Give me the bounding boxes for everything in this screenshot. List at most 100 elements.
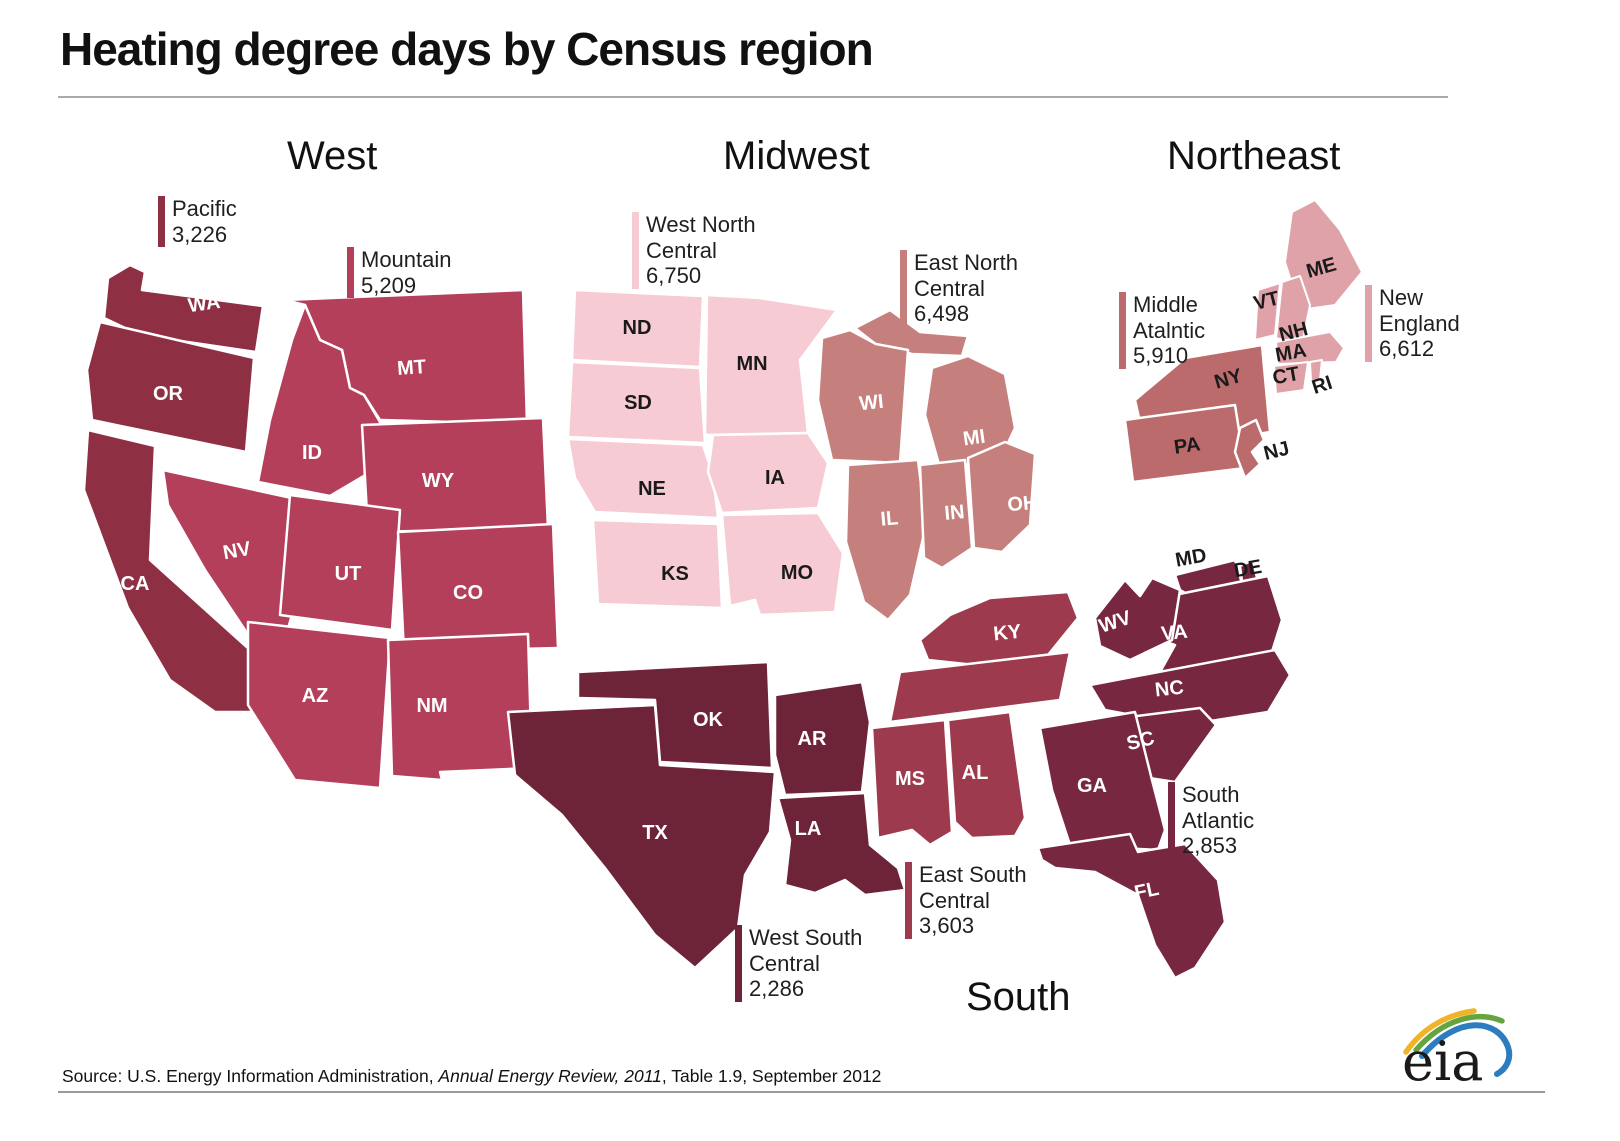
state-label-ID: ID [302, 442, 322, 464]
state-AL [946, 710, 1027, 840]
state-VT [1254, 282, 1281, 341]
callout-bar-east-south-central [905, 862, 912, 939]
state-IL [844, 458, 928, 622]
state-label-AZ: AZ [302, 685, 329, 707]
state-label-KS: KS [661, 563, 689, 585]
state-label-MI: MI [962, 426, 987, 451]
division-name: New England [1379, 285, 1460, 336]
state-RI [1309, 359, 1323, 382]
state-label-AR: AR [798, 728, 827, 750]
state-NC [1088, 648, 1292, 727]
division-value: 6,612 [1379, 336, 1435, 362]
region-header-south: South [966, 975, 1071, 1019]
callout-bar-mountain [347, 247, 354, 299]
state-labels: WA OR CA MT ID WY NV UT CO AZ NM ND SD N… [121, 254, 1339, 905]
state-label-SD: SD [624, 392, 652, 414]
division-value: 2,286 [749, 976, 805, 1002]
state-label-UT: UT [335, 563, 362, 585]
state-NM [386, 632, 534, 782]
state-label-VA: VA [1160, 621, 1188, 646]
state-label-WI: WI [858, 391, 885, 415]
callout-bar-west-south-central [735, 925, 742, 1002]
state-label-CA: CA [121, 573, 150, 595]
division-value: 5,209 [361, 272, 417, 298]
callout-new-england: New England 6,612 [1365, 285, 1474, 362]
division-name: Middle Atalntic [1133, 292, 1206, 343]
state-label-IN: IN [944, 501, 966, 525]
region-header-west: West [287, 134, 378, 178]
division-value: 2,853 [1182, 833, 1238, 859]
state-label-IA: IA [765, 467, 785, 489]
callout-mountain: Mountain 5,209 [347, 247, 452, 299]
callout-bar-middle-atlantic [1119, 292, 1126, 369]
division-name: East North Central [914, 250, 1018, 301]
source-prefix: Source: U.S. Energy Information Administ… [62, 1066, 439, 1086]
state-OH [966, 440, 1037, 554]
footer-divider [58, 1091, 1545, 1093]
eia-logo: eia [1402, 1008, 1513, 1092]
state-label-KY: KY [992, 621, 1023, 646]
callout-bar-west-north-central [632, 212, 639, 289]
state-label-WA: WA [187, 291, 222, 317]
state-label-MN: MN [736, 353, 767, 375]
division-west-north-central [566, 288, 845, 617]
division-pacific [82, 263, 272, 714]
state-label-IL: IL [880, 507, 900, 530]
callout-west-south-central: West South Central 2,286 [735, 925, 874, 1002]
state-label-LA: LA [795, 818, 822, 840]
state-LA [776, 791, 907, 897]
state-label-OR: OR [153, 383, 184, 405]
region-header-northeast: Northeast [1167, 134, 1341, 178]
callout-west-north-central: West North Central 6,750 [632, 212, 771, 289]
division-value: 3,603 [919, 913, 975, 939]
division-name: West North Central [646, 212, 756, 263]
state-label-MD: MD [1174, 545, 1208, 572]
division-name: West South Central [749, 925, 863, 976]
division-name: East South Central [919, 862, 1027, 913]
state-WV [1093, 576, 1182, 662]
state-label-NC: NC [1154, 677, 1185, 702]
state-MA [1275, 331, 1345, 365]
state-OR [85, 320, 256, 454]
state-label-FL: FL [1133, 878, 1161, 905]
division-middle-atlantic [1123, 343, 1272, 484]
state-AZ [246, 620, 392, 790]
state-NE [566, 437, 720, 520]
state-label-PA: PA [1173, 433, 1202, 458]
state-label-CT: CT [1271, 363, 1301, 389]
state-label-NM: NM [416, 695, 447, 717]
division-value: 5,910 [1133, 343, 1189, 369]
state-CA [82, 428, 272, 714]
callout-south-atlantic: South Atlantic 2,853 [1168, 782, 1272, 859]
division-name: Pacific [172, 196, 237, 221]
state-label-NE: NE [638, 478, 666, 500]
source-publication: Annual Energy Review, 2011 [438, 1066, 662, 1086]
division-value: 6,750 [646, 263, 702, 289]
region-header-midwest: Midwest [723, 134, 870, 178]
source-text: Source: U.S. Energy Information Administ… [62, 1066, 881, 1087]
division-mountain [161, 288, 560, 790]
division-value: 3,226 [172, 221, 228, 247]
state-label-RI: RI [1309, 372, 1335, 399]
callout-east-north-central: East North Central 6,498 [900, 250, 1034, 327]
state-NJ [1233, 418, 1266, 480]
callout-middle-atlantic: Middle Atalntic 5,910 [1119, 292, 1228, 369]
state-IA [706, 431, 830, 515]
title-divider [58, 96, 1448, 98]
division-east-south-central [870, 590, 1080, 847]
division-new-england [1254, 199, 1363, 395]
state-label-CO: CO [453, 582, 483, 604]
state-WA [102, 263, 265, 354]
state-KS [591, 518, 724, 610]
state-WI [816, 328, 910, 465]
logo-green-arc-icon [1413, 1014, 1505, 1053]
state-FL [1036, 832, 1227, 980]
state-CT [1273, 361, 1309, 395]
callout-pacific: Pacific 3,226 [158, 196, 237, 248]
division-west-south-central [506, 660, 907, 970]
state-label-AL: AL [962, 762, 989, 784]
division-south-atlantic [1036, 558, 1292, 980]
state-label-OH: OH [1007, 492, 1039, 517]
